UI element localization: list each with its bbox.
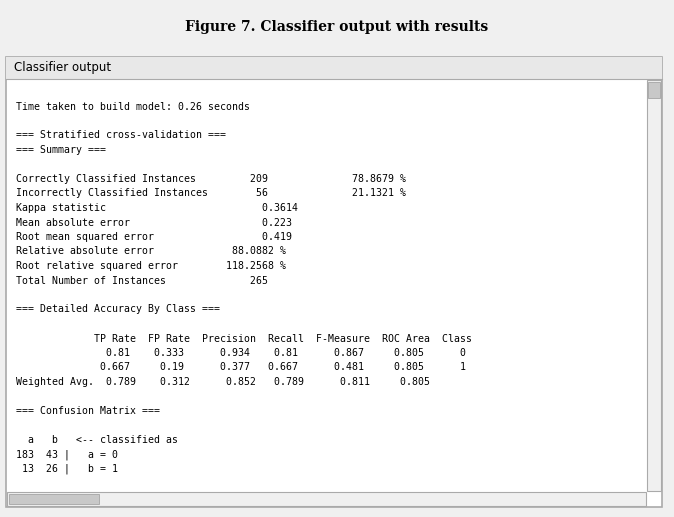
Text: Time taken to build model: 0.26 seconds: Time taken to build model: 0.26 seconds	[16, 101, 250, 112]
Text: 13  26 |   b = 1: 13 26 | b = 1	[16, 464, 118, 475]
FancyBboxPatch shape	[6, 57, 662, 507]
Text: 183  43 |   a = 0: 183 43 | a = 0	[16, 449, 118, 460]
FancyBboxPatch shape	[6, 57, 662, 79]
Text: a   b   <-- classified as: a b <-- classified as	[16, 435, 178, 445]
Text: Kappa statistic                          0.3614: Kappa statistic 0.3614	[16, 203, 298, 213]
Text: Relative absolute error             88.0882 %: Relative absolute error 88.0882 %	[16, 247, 286, 256]
Text: Incorrectly Classified Instances        56              21.1321 %: Incorrectly Classified Instances 56 21.1…	[16, 189, 406, 199]
Text: === Summary ===: === Summary ===	[16, 145, 106, 155]
Text: Total Number of Instances              265: Total Number of Instances 265	[16, 276, 268, 285]
FancyBboxPatch shape	[648, 82, 660, 98]
Text: Root mean squared error                  0.419: Root mean squared error 0.419	[16, 232, 292, 242]
Text: Classifier output: Classifier output	[14, 62, 111, 74]
FancyBboxPatch shape	[7, 492, 646, 506]
Text: Root relative squared error        118.2568 %: Root relative squared error 118.2568 %	[16, 261, 286, 271]
Text: === Confusion Matrix ===: === Confusion Matrix ===	[16, 406, 160, 416]
Text: Mean absolute error                      0.223: Mean absolute error 0.223	[16, 218, 292, 227]
Text: TP Rate  FP Rate  Precision  Recall  F-Measure  ROC Area  Class: TP Rate FP Rate Precision Recall F-Measu…	[16, 333, 472, 343]
Text: Correctly Classified Instances         209              78.8679 %: Correctly Classified Instances 209 78.86…	[16, 174, 406, 184]
Text: Weighted Avg.  0.789    0.312      0.852   0.789      0.811     0.805: Weighted Avg. 0.789 0.312 0.852 0.789 0.…	[16, 377, 430, 387]
FancyBboxPatch shape	[9, 494, 99, 504]
Text: === Stratified cross-validation ===: === Stratified cross-validation ===	[16, 130, 226, 141]
Text: Figure 7. Classifier output with results: Figure 7. Classifier output with results	[185, 20, 489, 34]
Text: 0.81    0.333      0.934    0.81      0.867     0.805      0: 0.81 0.333 0.934 0.81 0.867 0.805 0	[16, 348, 466, 358]
FancyBboxPatch shape	[647, 80, 661, 491]
Text: 0.667     0.19      0.377   0.667      0.481     0.805      1: 0.667 0.19 0.377 0.667 0.481 0.805 1	[16, 362, 466, 373]
Text: === Detailed Accuracy By Class ===: === Detailed Accuracy By Class ===	[16, 305, 220, 314]
